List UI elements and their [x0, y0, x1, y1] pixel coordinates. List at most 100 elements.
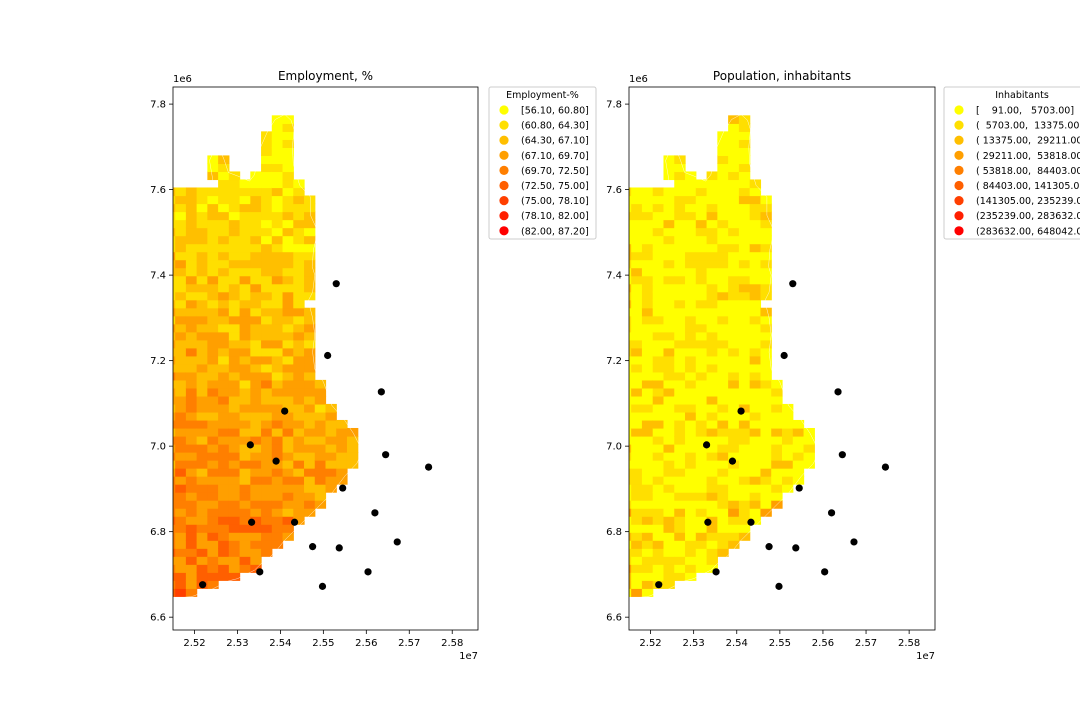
municipality-cell [437, 468, 448, 477]
municipality-cell [523, 372, 534, 381]
municipality-cell [448, 444, 459, 453]
municipality-cell [629, 556, 632, 565]
municipality-cell [610, 572, 621, 581]
municipality-cell [629, 291, 632, 301]
municipality-cell [717, 171, 729, 181]
municipality-cell [513, 404, 524, 413]
municipality-cell [121, 308, 132, 317]
municipality-cell [14, 420, 25, 429]
municipality-cell [577, 396, 588, 405]
municipality-cell [100, 436, 111, 445]
municipality-cell [545, 260, 556, 269]
municipality-cell [68, 292, 79, 301]
municipality-cell [250, 516, 262, 525]
municipality-cell [239, 395, 251, 405]
municipality-cell [685, 283, 697, 293]
municipality-cell [599, 260, 610, 269]
municipality-cell [610, 252, 621, 261]
municipality-cell [706, 548, 718, 557]
municipality-cell [491, 244, 502, 253]
y-exponent-label: 1e6 [173, 74, 192, 85]
municipality-cell [239, 371, 251, 381]
municipality-cell [336, 419, 348, 429]
municipality-cell [513, 412, 524, 421]
municipality-cell [760, 484, 772, 493]
municipality-cell [567, 500, 578, 509]
municipality-cell [89, 204, 100, 213]
municipality-cell [405, 316, 416, 325]
municipality-cell [271, 379, 284, 389]
municipality-cell [196, 227, 208, 237]
municipality-cell [25, 364, 36, 373]
municipality-cell [491, 396, 502, 405]
municipality-cell [588, 580, 599, 589]
municipality-cell [448, 436, 459, 445]
municipality-cell [351, 364, 362, 373]
municipality-cell [383, 364, 394, 373]
municipality-cell [749, 435, 762, 445]
municipality-cell [293, 195, 305, 205]
municipality-cell [674, 460, 686, 469]
municipality-cell [46, 580, 57, 589]
municipality-cell [641, 203, 654, 213]
municipality-cell [631, 195, 643, 205]
municipality-cell [629, 500, 632, 509]
municipality-cell [416, 260, 427, 269]
municipality-cell [340, 284, 351, 293]
municipality-cell [556, 412, 567, 421]
municipality-cell [545, 524, 556, 533]
municipality-cell [271, 299, 284, 309]
municipality-cell [282, 339, 294, 349]
municipality-cell [340, 187, 351, 196]
municipality-cell [261, 347, 273, 357]
municipality-cell [556, 476, 567, 485]
municipality-cell [0, 276, 4, 285]
municipality-cell [577, 332, 588, 341]
municipality-cell [185, 387, 198, 397]
municipality-cell [207, 251, 219, 261]
municipality-cell [599, 284, 610, 293]
municipality-cell [89, 484, 100, 493]
municipality-cell [121, 372, 132, 381]
municipality-cell [36, 580, 47, 589]
municipality-cell [652, 315, 665, 325]
municipality-cell [663, 187, 675, 197]
municipality-cell [426, 380, 437, 389]
municipality-cell [491, 484, 502, 493]
municipality-cell [717, 195, 729, 205]
municipality-cell [250, 195, 262, 205]
municipality-cell [154, 236, 165, 245]
municipality-cell [394, 268, 405, 277]
municipality-cell [502, 396, 513, 405]
municipality-cell [351, 244, 362, 253]
municipality-cell [674, 556, 686, 565]
municipality-cell [629, 323, 632, 333]
municipality-cell [282, 211, 294, 221]
municipality-cell [154, 540, 165, 549]
municipality-cell [706, 339, 718, 349]
municipality-cell [717, 267, 729, 277]
municipality-cell [706, 540, 718, 549]
municipality-cell [293, 395, 305, 405]
municipality-cell [14, 476, 25, 485]
municipality-cell [25, 476, 36, 485]
municipality-cell [459, 332, 470, 341]
municipality-cell [228, 572, 241, 581]
municipality-cell [629, 187, 632, 197]
municipality-cell [426, 372, 437, 381]
municipality-cell [502, 524, 513, 533]
municipality-cell [728, 492, 740, 501]
municipality-cell [3, 436, 14, 445]
municipality-cell [36, 508, 47, 517]
municipality-cell [207, 315, 219, 325]
municipality-cell [448, 195, 459, 204]
municipality-cell [132, 404, 143, 413]
municipality-cell [738, 435, 751, 445]
municipality-cell [68, 252, 79, 261]
municipality-cell [271, 139, 284, 148]
municipality-cell [68, 524, 79, 533]
municipality-cell [513, 324, 524, 333]
municipality-cell [610, 212, 621, 221]
municipality-cell [154, 220, 165, 229]
municipality-cell [523, 476, 534, 485]
